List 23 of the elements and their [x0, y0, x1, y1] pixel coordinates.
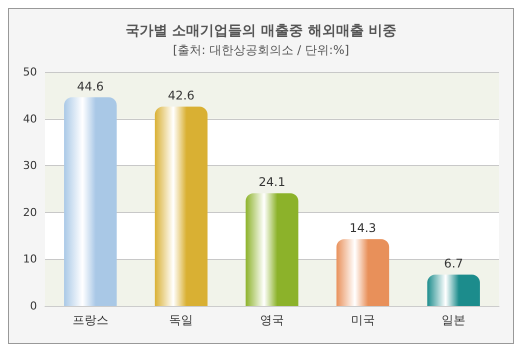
data-label: 6.7 [444, 256, 464, 271]
data-label: 24.1 [258, 175, 286, 190]
data-label: 14.3 [349, 221, 376, 236]
y-tick-label: 10 [23, 252, 37, 266]
bar [154, 106, 208, 306]
bar [427, 274, 480, 306]
y-tick-label: 50 [23, 66, 37, 78]
x-tick-label: 프랑스 [72, 313, 108, 327]
x-tick-label: 미국 [350, 313, 375, 327]
data-label: 44.6 [77, 79, 104, 94]
y-tick-label: 20 [23, 206, 37, 219]
bar [246, 193, 298, 306]
x-tick-label: 영국 [260, 313, 284, 327]
y-tick-label: 30 [23, 159, 37, 172]
x-tick-label: 일본 [442, 313, 466, 327]
data-label: 42.6 [168, 88, 195, 103]
bar [336, 239, 390, 306]
y-tick-label: 0 [30, 300, 37, 312]
x-tick-label: 독일 [169, 313, 194, 327]
y-tick-label: 40 [23, 112, 37, 126]
chart-title: 국가별 소매기업들의 매출중 해외매출 비중 [125, 23, 397, 39]
bar [64, 97, 117, 306]
chart-subtitle: [출처: 대한상공회의소 / 단위:%] [172, 43, 350, 57]
